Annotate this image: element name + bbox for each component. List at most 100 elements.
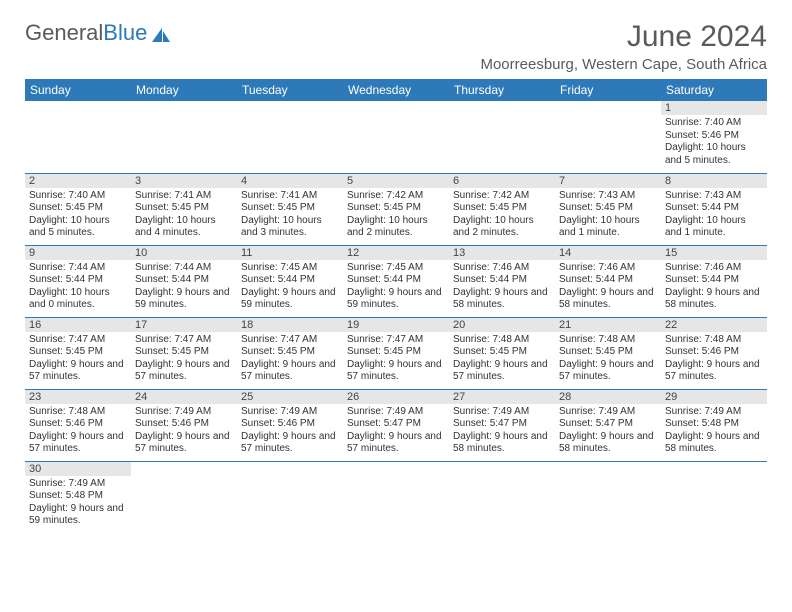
day-cell: 22Sunrise: 7:48 AMSunset: 5:46 PMDayligh… xyxy=(661,317,767,389)
day-details: Sunrise: 7:49 AMSunset: 5:47 PMDaylight:… xyxy=(559,406,657,456)
day-details: Sunrise: 7:40 AMSunset: 5:45 PMDaylight:… xyxy=(29,190,127,240)
day-number: 22 xyxy=(661,318,767,332)
day-details: Sunrise: 7:44 AMSunset: 5:44 PMDaylight:… xyxy=(135,262,233,312)
logo-text-blue: Blue xyxy=(103,20,147,46)
sunset-text: Sunset: 5:48 PM xyxy=(29,490,127,503)
day-number: 17 xyxy=(131,318,237,332)
daylight-text: Daylight: 10 hours and 2 minutes. xyxy=(347,215,445,240)
daylight-text: Daylight: 9 hours and 59 minutes. xyxy=(347,287,445,312)
daylight-text: Daylight: 10 hours and 1 minute. xyxy=(665,215,763,240)
daylight-text: Daylight: 9 hours and 57 minutes. xyxy=(453,359,551,384)
sunrise-text: Sunrise: 7:48 AM xyxy=(453,334,551,347)
sunrise-text: Sunrise: 7:47 AM xyxy=(135,334,233,347)
sunset-text: Sunset: 5:44 PM xyxy=(453,274,551,287)
day-cell xyxy=(661,461,767,533)
day-cell: 13Sunrise: 7:46 AMSunset: 5:44 PMDayligh… xyxy=(449,245,555,317)
sunset-text: Sunset: 5:45 PM xyxy=(241,202,339,215)
day-number: 9 xyxy=(25,246,131,260)
daylight-text: Daylight: 9 hours and 57 minutes. xyxy=(347,359,445,384)
header: GeneralBlue June 2024 Moorreesburg, West… xyxy=(25,20,767,73)
calendar-week-row: 2 Sunrise: 7:40 AMSunset: 5:45 PMDaylight… xyxy=(25,173,767,245)
daylight-text: Daylight: 10 hours and 5 minutes. xyxy=(665,142,763,167)
day-number: 21 xyxy=(555,318,661,332)
day-details: Sunrise: 7:49 AMSunset: 5:48 PMDaylight:… xyxy=(29,478,127,528)
sunrise-text: Sunrise: 7:48 AM xyxy=(29,406,127,419)
day-details: Sunrise: 7:41 AMSunset: 5:45 PMDaylight:… xyxy=(135,190,233,240)
day-details: Sunrise: 7:49 AMSunset: 5:48 PMDaylight:… xyxy=(665,406,763,456)
sunset-text: Sunset: 5:47 PM xyxy=(559,418,657,431)
day-details: Sunrise: 7:46 AMSunset: 5:44 PMDaylight:… xyxy=(665,262,763,312)
sunrise-text: Sunrise: 7:46 AM xyxy=(559,262,657,275)
day-cell: 7Sunrise: 7:43 AMSunset: 5:45 PMDaylight… xyxy=(555,173,661,245)
weekday-header: Thursday xyxy=(449,79,555,101)
sunrise-text: Sunrise: 7:41 AM xyxy=(135,190,233,203)
day-number: 14 xyxy=(555,246,661,260)
day-cell: 19Sunrise: 7:47 AMSunset: 5:45 PMDayligh… xyxy=(343,317,449,389)
location: Moorreesburg, Western Cape, South Africa xyxy=(480,56,767,73)
day-cell: 27Sunrise: 7:49 AMSunset: 5:47 PMDayligh… xyxy=(449,389,555,461)
day-cell xyxy=(449,461,555,533)
daylight-text: Daylight: 9 hours and 57 minutes. xyxy=(347,431,445,456)
day-cell: 11Sunrise: 7:45 AMSunset: 5:44 PMDayligh… xyxy=(237,245,343,317)
sunset-text: Sunset: 5:45 PM xyxy=(29,202,127,215)
sunset-text: Sunset: 5:44 PM xyxy=(347,274,445,287)
day-details: Sunrise: 7:47 AMSunset: 5:45 PMDaylight:… xyxy=(347,334,445,384)
logo: GeneralBlue xyxy=(25,20,172,46)
day-details: Sunrise: 7:43 AMSunset: 5:44 PMDaylight:… xyxy=(665,190,763,240)
sunrise-text: Sunrise: 7:49 AM xyxy=(241,406,339,419)
day-number: 27 xyxy=(449,390,555,404)
day-cell: 8 Sunrise: 7:43 AMSunset: 5:44 PMDaylight… xyxy=(661,173,767,245)
daylight-text: Daylight: 9 hours and 57 minutes. xyxy=(241,431,339,456)
weekday-header: Monday xyxy=(131,79,237,101)
sunset-text: Sunset: 5:45 PM xyxy=(29,346,127,359)
weekday-header: Sunday xyxy=(25,79,131,101)
day-number: 10 xyxy=(131,246,237,260)
day-number: 2 xyxy=(25,174,131,188)
day-cell: 9Sunrise: 7:44 AMSunset: 5:44 PMDaylight… xyxy=(25,245,131,317)
sunrise-text: Sunrise: 7:49 AM xyxy=(135,406,233,419)
sunset-text: Sunset: 5:45 PM xyxy=(453,346,551,359)
day-details: Sunrise: 7:40 AMSunset: 5:46 PMDaylight:… xyxy=(665,117,763,167)
weekday-header: Wednesday xyxy=(343,79,449,101)
daylight-text: Daylight: 9 hours and 57 minutes. xyxy=(559,359,657,384)
sunset-text: Sunset: 5:44 PM xyxy=(559,274,657,287)
sunset-text: Sunset: 5:47 PM xyxy=(453,418,551,431)
day-number: 28 xyxy=(555,390,661,404)
day-number: 8 xyxy=(661,174,767,188)
weekday-header: Tuesday xyxy=(237,79,343,101)
daylight-text: Daylight: 10 hours and 5 minutes. xyxy=(29,215,127,240)
day-details: Sunrise: 7:49 AMSunset: 5:46 PMDaylight:… xyxy=(135,406,233,456)
day-number: 6 xyxy=(449,174,555,188)
logo-text-general: General xyxy=(25,20,103,46)
sunrise-text: Sunrise: 7:48 AM xyxy=(559,334,657,347)
day-details: Sunrise: 7:43 AMSunset: 5:45 PMDaylight:… xyxy=(559,190,657,240)
day-cell: 20Sunrise: 7:48 AMSunset: 5:45 PMDayligh… xyxy=(449,317,555,389)
calendar-body: 1Sunrise: 7:40 AMSunset: 5:46 PMDaylight… xyxy=(25,101,767,533)
day-number: 25 xyxy=(237,390,343,404)
daylight-text: Daylight: 9 hours and 58 minutes. xyxy=(453,431,551,456)
sunset-text: Sunset: 5:46 PM xyxy=(665,130,763,143)
sunset-text: Sunset: 5:48 PM xyxy=(665,418,763,431)
sunset-text: Sunset: 5:45 PM xyxy=(559,202,657,215)
day-number: 3 xyxy=(131,174,237,188)
weekday-header: Friday xyxy=(555,79,661,101)
sunset-text: Sunset: 5:47 PM xyxy=(347,418,445,431)
sunset-text: Sunset: 5:45 PM xyxy=(347,346,445,359)
day-number: 5 xyxy=(343,174,449,188)
day-details: Sunrise: 7:48 AMSunset: 5:45 PMDaylight:… xyxy=(453,334,551,384)
month-title: June 2024 xyxy=(480,20,767,54)
day-number: 24 xyxy=(131,390,237,404)
daylight-text: Daylight: 9 hours and 57 minutes. xyxy=(135,359,233,384)
day-number: 4 xyxy=(237,174,343,188)
day-cell: 16Sunrise: 7:47 AMSunset: 5:45 PMDayligh… xyxy=(25,317,131,389)
day-details: Sunrise: 7:45 AMSunset: 5:44 PMDaylight:… xyxy=(241,262,339,312)
day-details: Sunrise: 7:45 AMSunset: 5:44 PMDaylight:… xyxy=(347,262,445,312)
day-details: Sunrise: 7:46 AMSunset: 5:44 PMDaylight:… xyxy=(559,262,657,312)
sunrise-text: Sunrise: 7:47 AM xyxy=(241,334,339,347)
sunset-text: Sunset: 5:45 PM xyxy=(135,202,233,215)
daylight-text: Daylight: 9 hours and 59 minutes. xyxy=(135,287,233,312)
day-cell xyxy=(131,101,237,173)
sunset-text: Sunset: 5:45 PM xyxy=(453,202,551,215)
day-cell: 26Sunrise: 7:49 AMSunset: 5:47 PMDayligh… xyxy=(343,389,449,461)
day-number: 12 xyxy=(343,246,449,260)
